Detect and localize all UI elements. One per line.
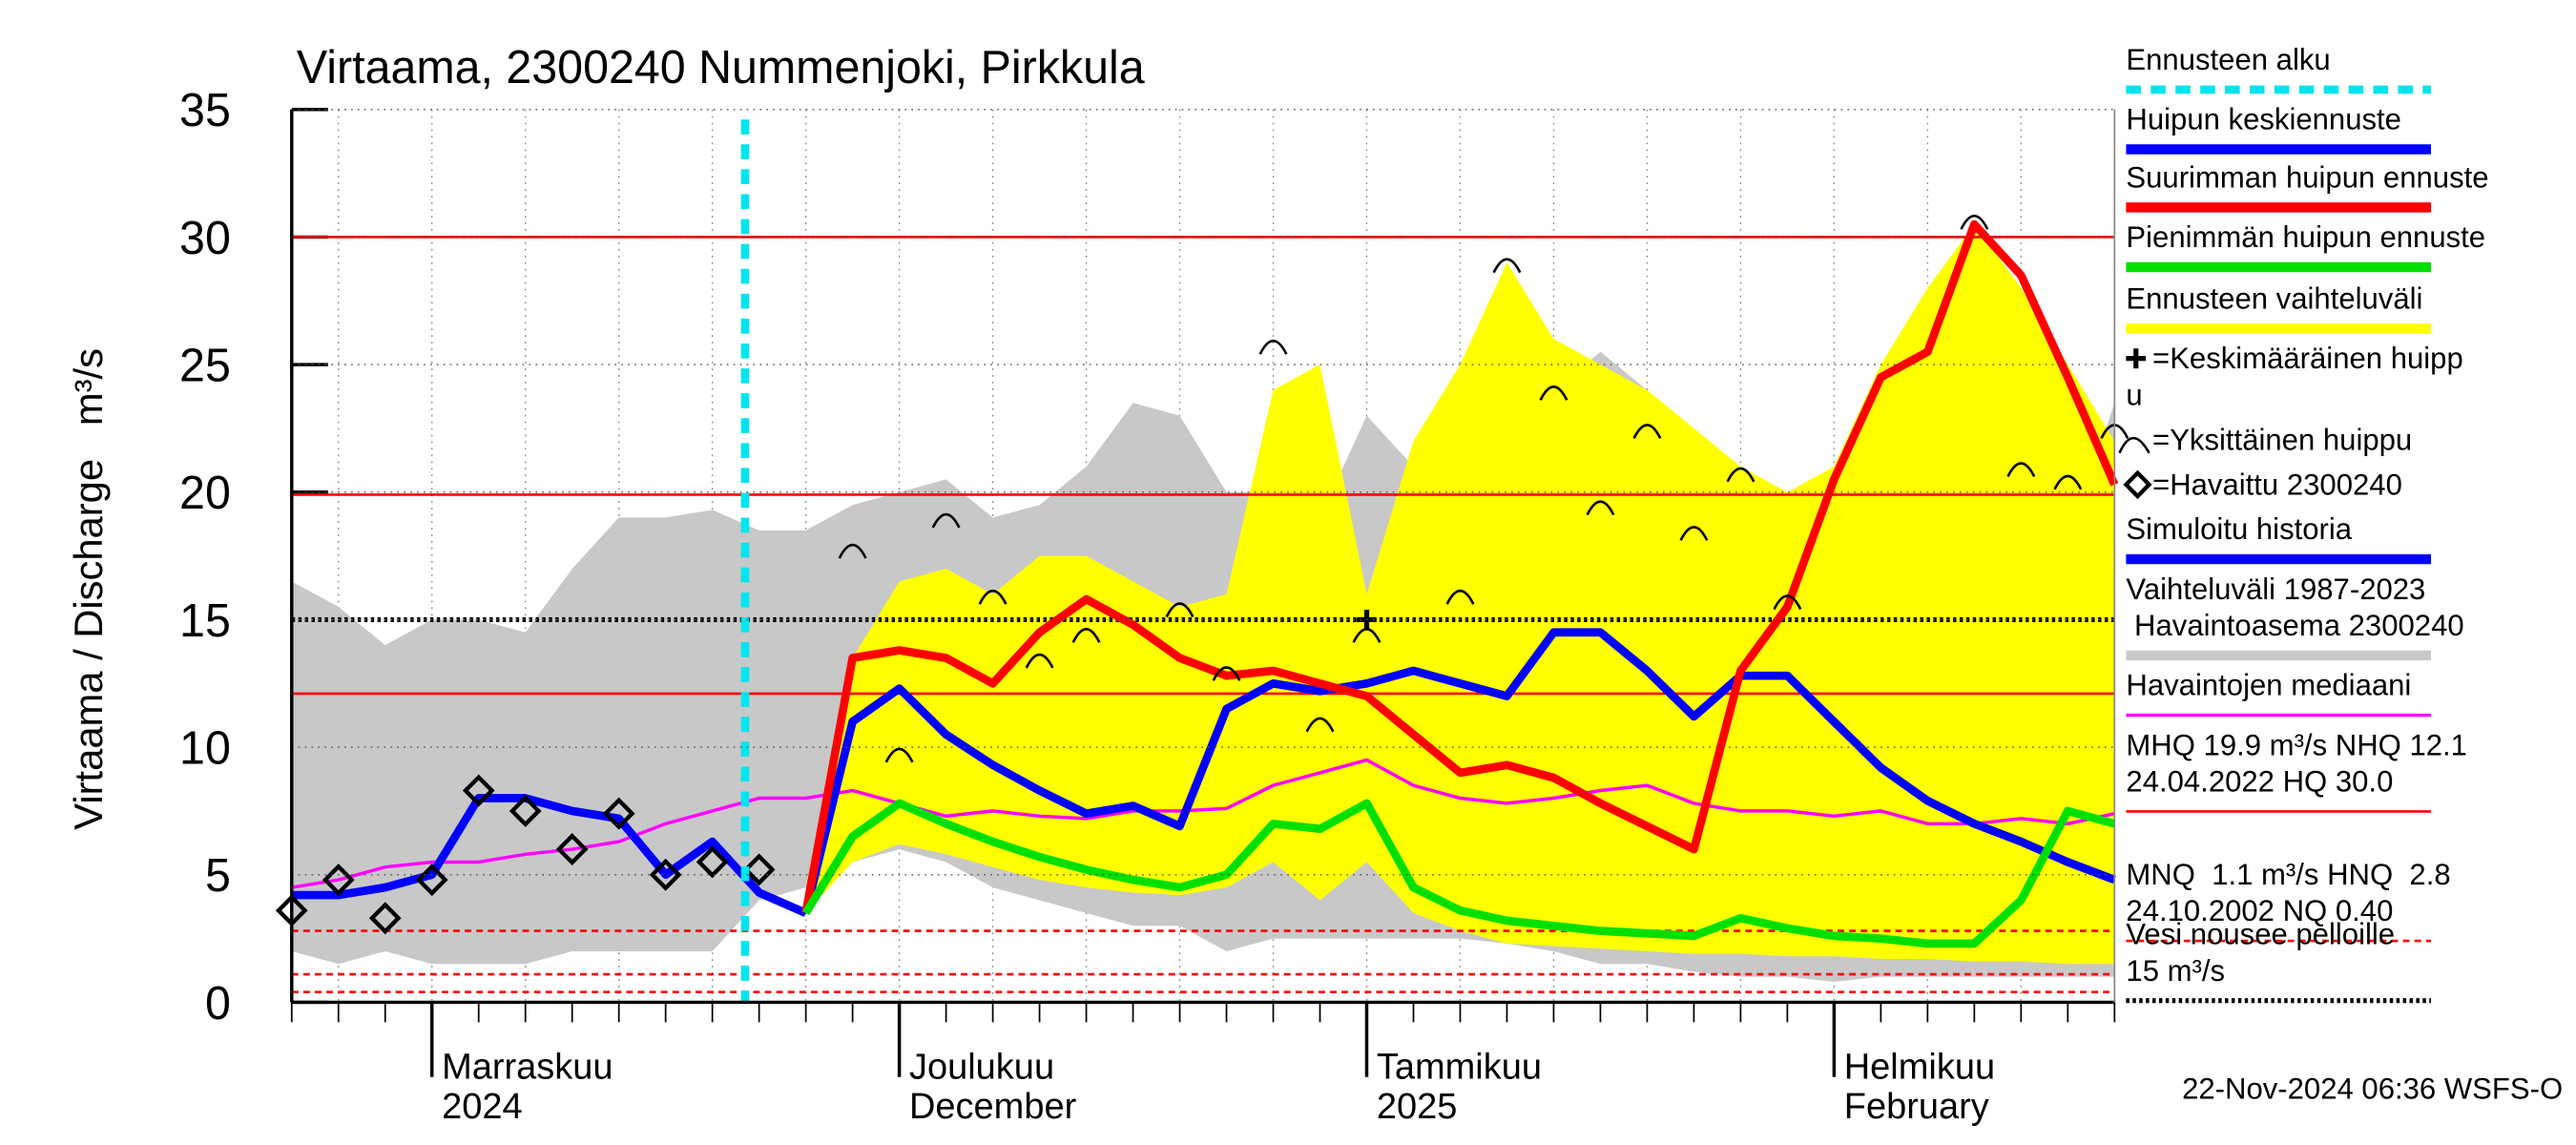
observed-marker	[509, 794, 542, 827]
observed-marker	[602, 797, 635, 830]
peak-marker	[1212, 666, 1241, 681]
y-tick-label: 35	[179, 85, 231, 136]
observed-marker	[322, 864, 355, 897]
peak-marker	[1258, 339, 1288, 355]
legend-label: Havaintojen mediaani	[2126, 669, 2411, 702]
peak-marker	[1773, 594, 1802, 611]
x-tick-label: Helmikuu	[1844, 1046, 1995, 1087]
peak-marker	[2053, 474, 2083, 490]
series-line	[801, 799, 2116, 948]
legend-swatch	[2123, 469, 2152, 500]
y-tick-label: 0	[205, 978, 231, 1030]
legend-label: Ennusteen alku	[2126, 43, 2330, 76]
x-tick-sublabel: 2024	[442, 1086, 523, 1127]
peak-marker	[1025, 653, 1054, 669]
observed-marker	[696, 845, 729, 879]
peak-marker	[2006, 462, 2036, 478]
peak-marker	[931, 512, 961, 529]
legend-swatch	[2118, 436, 2150, 454]
x-tick-label: Marraskuu	[442, 1046, 613, 1087]
legend-label: Ennusteen vaihteluväli	[2126, 281, 2422, 315]
legend-label: Vesi nousee pelloille	[2126, 917, 2395, 950]
legend-label: 24.04.2022 HQ 30.0	[2126, 764, 2393, 798]
peak-marker	[1632, 424, 1662, 439]
peak-marker	[1445, 589, 1475, 605]
peak-marker	[1586, 500, 1615, 516]
series-line	[801, 628, 2116, 914]
legend-label: Suurimman huipun ennuste	[2126, 160, 2488, 194]
legend-label: Pienimmän huipun ennuste	[2126, 220, 2485, 254]
y-tick-label: 25	[179, 340, 231, 391]
legend-label: Huipun keskiennuste	[2126, 103, 2401, 136]
legend-label: =Keskimääräinen huipp	[2152, 342, 2463, 375]
x-tick-sublabel: December	[909, 1086, 1077, 1127]
y-tick-label: 30	[179, 213, 231, 264]
legend-label: Simuloitu historia	[2126, 512, 2352, 546]
legend-label: =Yksittäinen huippu	[2152, 423, 2412, 456]
observed-marker	[555, 833, 589, 866]
x-tick-sublabel: 2025	[1377, 1086, 1458, 1127]
observed-marker	[368, 902, 402, 935]
legend-label: =Havaittu 2300240	[2152, 468, 2402, 501]
observed-marker	[462, 774, 495, 807]
x-tick-label: Joulukuu	[909, 1046, 1054, 1087]
y-tick-label: 20	[179, 468, 231, 519]
chart-title: Virtaama, 2300240 Nummenjoki, Pirkkula	[297, 42, 1145, 94]
peak-marker	[1165, 602, 1195, 618]
legend-label: 24.10.2002 NQ 0.40	[2126, 894, 2393, 927]
series-line	[291, 794, 808, 917]
y-tick-label: 15	[179, 595, 231, 647]
y-tick-label: 5	[205, 850, 231, 902]
y-axis-label: Virtaama / Discharge m³/s	[66, 348, 111, 830]
peak-marker	[1492, 258, 1522, 274]
peak-marker	[1071, 628, 1101, 643]
peak-marker	[838, 543, 867, 559]
range-band	[805, 224, 2115, 965]
observed-marker	[742, 853, 776, 886]
footer: 22-Nov-2024 06:36 WSFS-O	[2182, 1072, 2563, 1105]
median-line	[291, 758, 2115, 889]
legend-label: Vaihteluväli 1987-2023	[2126, 572, 2425, 606]
peak-marker	[1960, 214, 1989, 230]
observed-marker	[415, 864, 448, 897]
legend-swatch	[2126, 348, 2147, 369]
series-line	[801, 219, 2119, 914]
peak-marker	[1726, 467, 1755, 483]
x-tick-sublabel: February	[1844, 1086, 1989, 1127]
peak-marker	[978, 589, 1008, 605]
y-tick-label: 10	[179, 722, 231, 774]
plot-area: 05101520253035Marraskuu2024JoulukuuDecem…	[179, 85, 2129, 1127]
legend-label: Havaintoasema 2300240	[2126, 609, 2463, 642]
x-tick-label: Tammikuu	[1377, 1046, 1542, 1087]
legend-label: MHQ 19.9 m³/s NHQ 12.1	[2126, 728, 2467, 761]
legend-label: u	[2126, 378, 2142, 411]
peak-marker	[1539, 385, 1568, 401]
peak-marker	[1305, 717, 1335, 733]
peak-marker	[884, 747, 914, 763]
legend: Ennusteen alku Huipun keskiennuste Suurimm…	[2118, 43, 2489, 1004]
observed-marker	[649, 858, 682, 891]
legend-label: 15 m³/s	[2126, 954, 2225, 988]
peak-marker	[1679, 526, 1709, 541]
legend-label: MNQ 1.1 m³/s HNQ 2.8	[2126, 858, 2450, 891]
